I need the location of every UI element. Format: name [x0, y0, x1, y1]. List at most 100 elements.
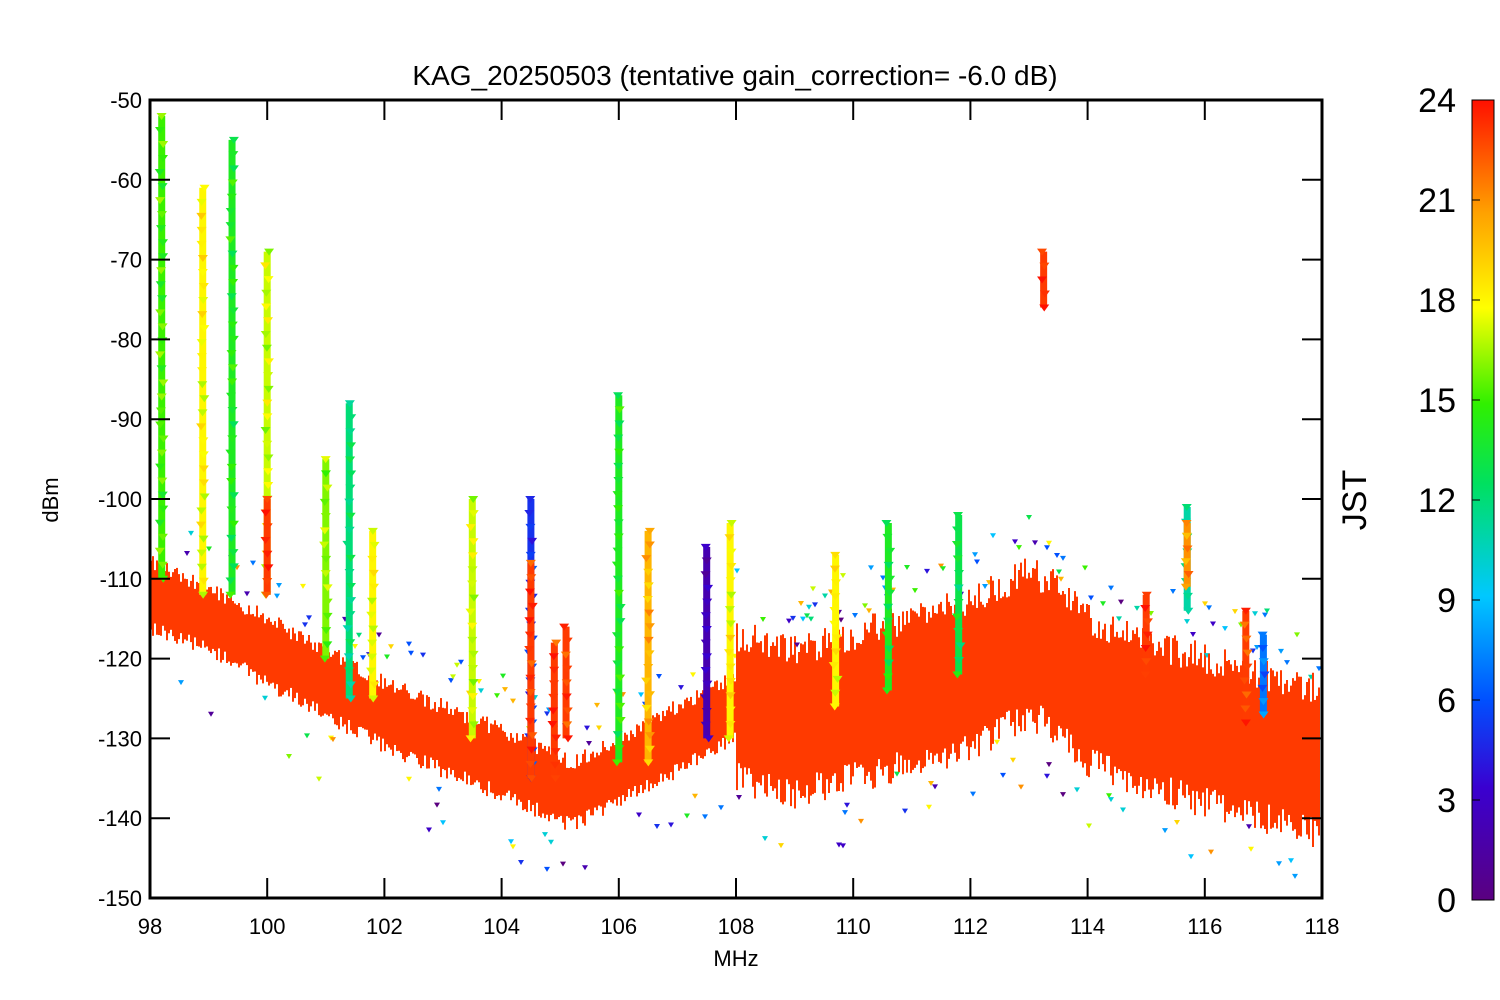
peak-point	[319, 527, 330, 535]
peak-point	[644, 691, 655, 699]
noise-scatter-point	[1294, 632, 1300, 638]
noise-scatter-point	[844, 802, 850, 808]
peak-point	[468, 721, 479, 729]
peak-point	[1039, 262, 1050, 270]
noise-scatter-point	[276, 582, 282, 588]
noise-scatter-point	[926, 804, 932, 810]
colorbar-tick-label: 9	[1437, 582, 1456, 620]
peak-point	[158, 239, 169, 247]
peak-column	[342, 400, 357, 703]
peak-point	[319, 541, 330, 549]
peak-point	[225, 222, 236, 230]
noise-scatter-point	[586, 741, 592, 747]
peak-point	[322, 584, 333, 592]
peak-point	[548, 680, 559, 688]
peak-point	[260, 262, 271, 270]
peak-point	[615, 618, 626, 626]
peak-point	[261, 303, 272, 311]
peak-point	[726, 548, 737, 556]
peak-point	[344, 400, 355, 408]
peak-point	[832, 675, 843, 683]
peak-point	[614, 448, 625, 456]
noise-scatter-point	[1222, 626, 1228, 632]
colorbar-tick-label: 15	[1418, 382, 1456, 420]
peak-point	[726, 519, 737, 527]
noise-scatter-point	[798, 601, 804, 607]
noise-scatter-point	[970, 791, 976, 797]
noise-scatter-point	[1108, 585, 1114, 591]
peak-point	[262, 440, 273, 448]
peak-point	[468, 650, 479, 658]
peak-point	[549, 666, 560, 674]
peak-point	[615, 716, 626, 724]
peak-column	[154, 112, 169, 583]
peak-point	[701, 557, 712, 565]
noise-scatter-point	[376, 632, 382, 638]
peak-point	[550, 761, 561, 769]
peak-point	[1240, 705, 1251, 713]
noise-scatter-point	[1190, 632, 1196, 638]
peak-point	[228, 335, 239, 343]
peak-point	[525, 559, 536, 567]
peak-point	[344, 498, 355, 506]
noise-scatter-point	[286, 753, 292, 759]
peak-point	[614, 406, 625, 414]
peak-point	[227, 250, 238, 258]
peak-point	[951, 540, 962, 548]
noise-scatter-point	[678, 685, 684, 691]
noise-scatter-point	[302, 622, 308, 628]
noise-scatter-point	[1210, 621, 1216, 627]
peak-point	[644, 732, 655, 740]
noise-scatter-point	[206, 546, 212, 552]
peak-point	[198, 479, 209, 487]
peak-point	[226, 293, 237, 301]
peak-point	[158, 435, 169, 443]
noise-scatter-point	[458, 659, 464, 665]
peak-point	[345, 611, 356, 619]
peak-point	[1140, 671, 1151, 679]
peak-point	[197, 311, 208, 319]
peak-point	[263, 372, 274, 380]
peak-point	[465, 735, 476, 743]
axis-ticks: 98 100 102 104 106 108 110 112 114 116 118 -150 -140…	[98, 88, 1340, 939]
noise-scatter-point	[274, 593, 280, 599]
peak-point	[468, 510, 479, 518]
peak-point	[196, 198, 207, 206]
peak-point	[467, 566, 478, 574]
peak-point	[1258, 658, 1269, 666]
peak-point	[1180, 558, 1191, 566]
peak-point	[368, 569, 379, 577]
peak-point	[158, 253, 169, 261]
peak-point	[526, 660, 537, 668]
peak-point	[614, 420, 625, 428]
noise-scatter-point	[1202, 601, 1208, 607]
peak-point	[196, 549, 207, 557]
peak-point	[155, 463, 166, 471]
peak-point	[366, 611, 377, 619]
x-tick-label: 114	[1070, 914, 1105, 939]
noise-scatter-point	[1108, 797, 1114, 803]
peak-point	[1242, 649, 1253, 657]
peak-point	[615, 604, 626, 612]
peak-point	[228, 520, 239, 528]
noise-scatter-point	[406, 776, 412, 782]
colorbar-tick-label: 12	[1418, 482, 1456, 520]
noise-scatter-point	[1018, 784, 1024, 790]
peak-point	[344, 526, 355, 534]
peak-point	[1241, 691, 1252, 699]
peak-point	[547, 721, 558, 729]
peak-point	[612, 660, 623, 668]
peak-point	[155, 351, 166, 359]
peak-point	[952, 555, 963, 563]
peak-point	[467, 552, 478, 560]
noise-scatter-point	[734, 568, 740, 574]
peak-point	[1258, 711, 1269, 719]
noise-scatter-point	[1086, 823, 1092, 829]
peak-point	[263, 454, 274, 462]
peak-point	[322, 484, 333, 492]
peak-point	[1141, 591, 1152, 599]
peak-point	[830, 551, 841, 559]
peak-point	[548, 693, 559, 701]
noise-scatter-point	[902, 808, 908, 814]
peak-point	[524, 509, 535, 517]
